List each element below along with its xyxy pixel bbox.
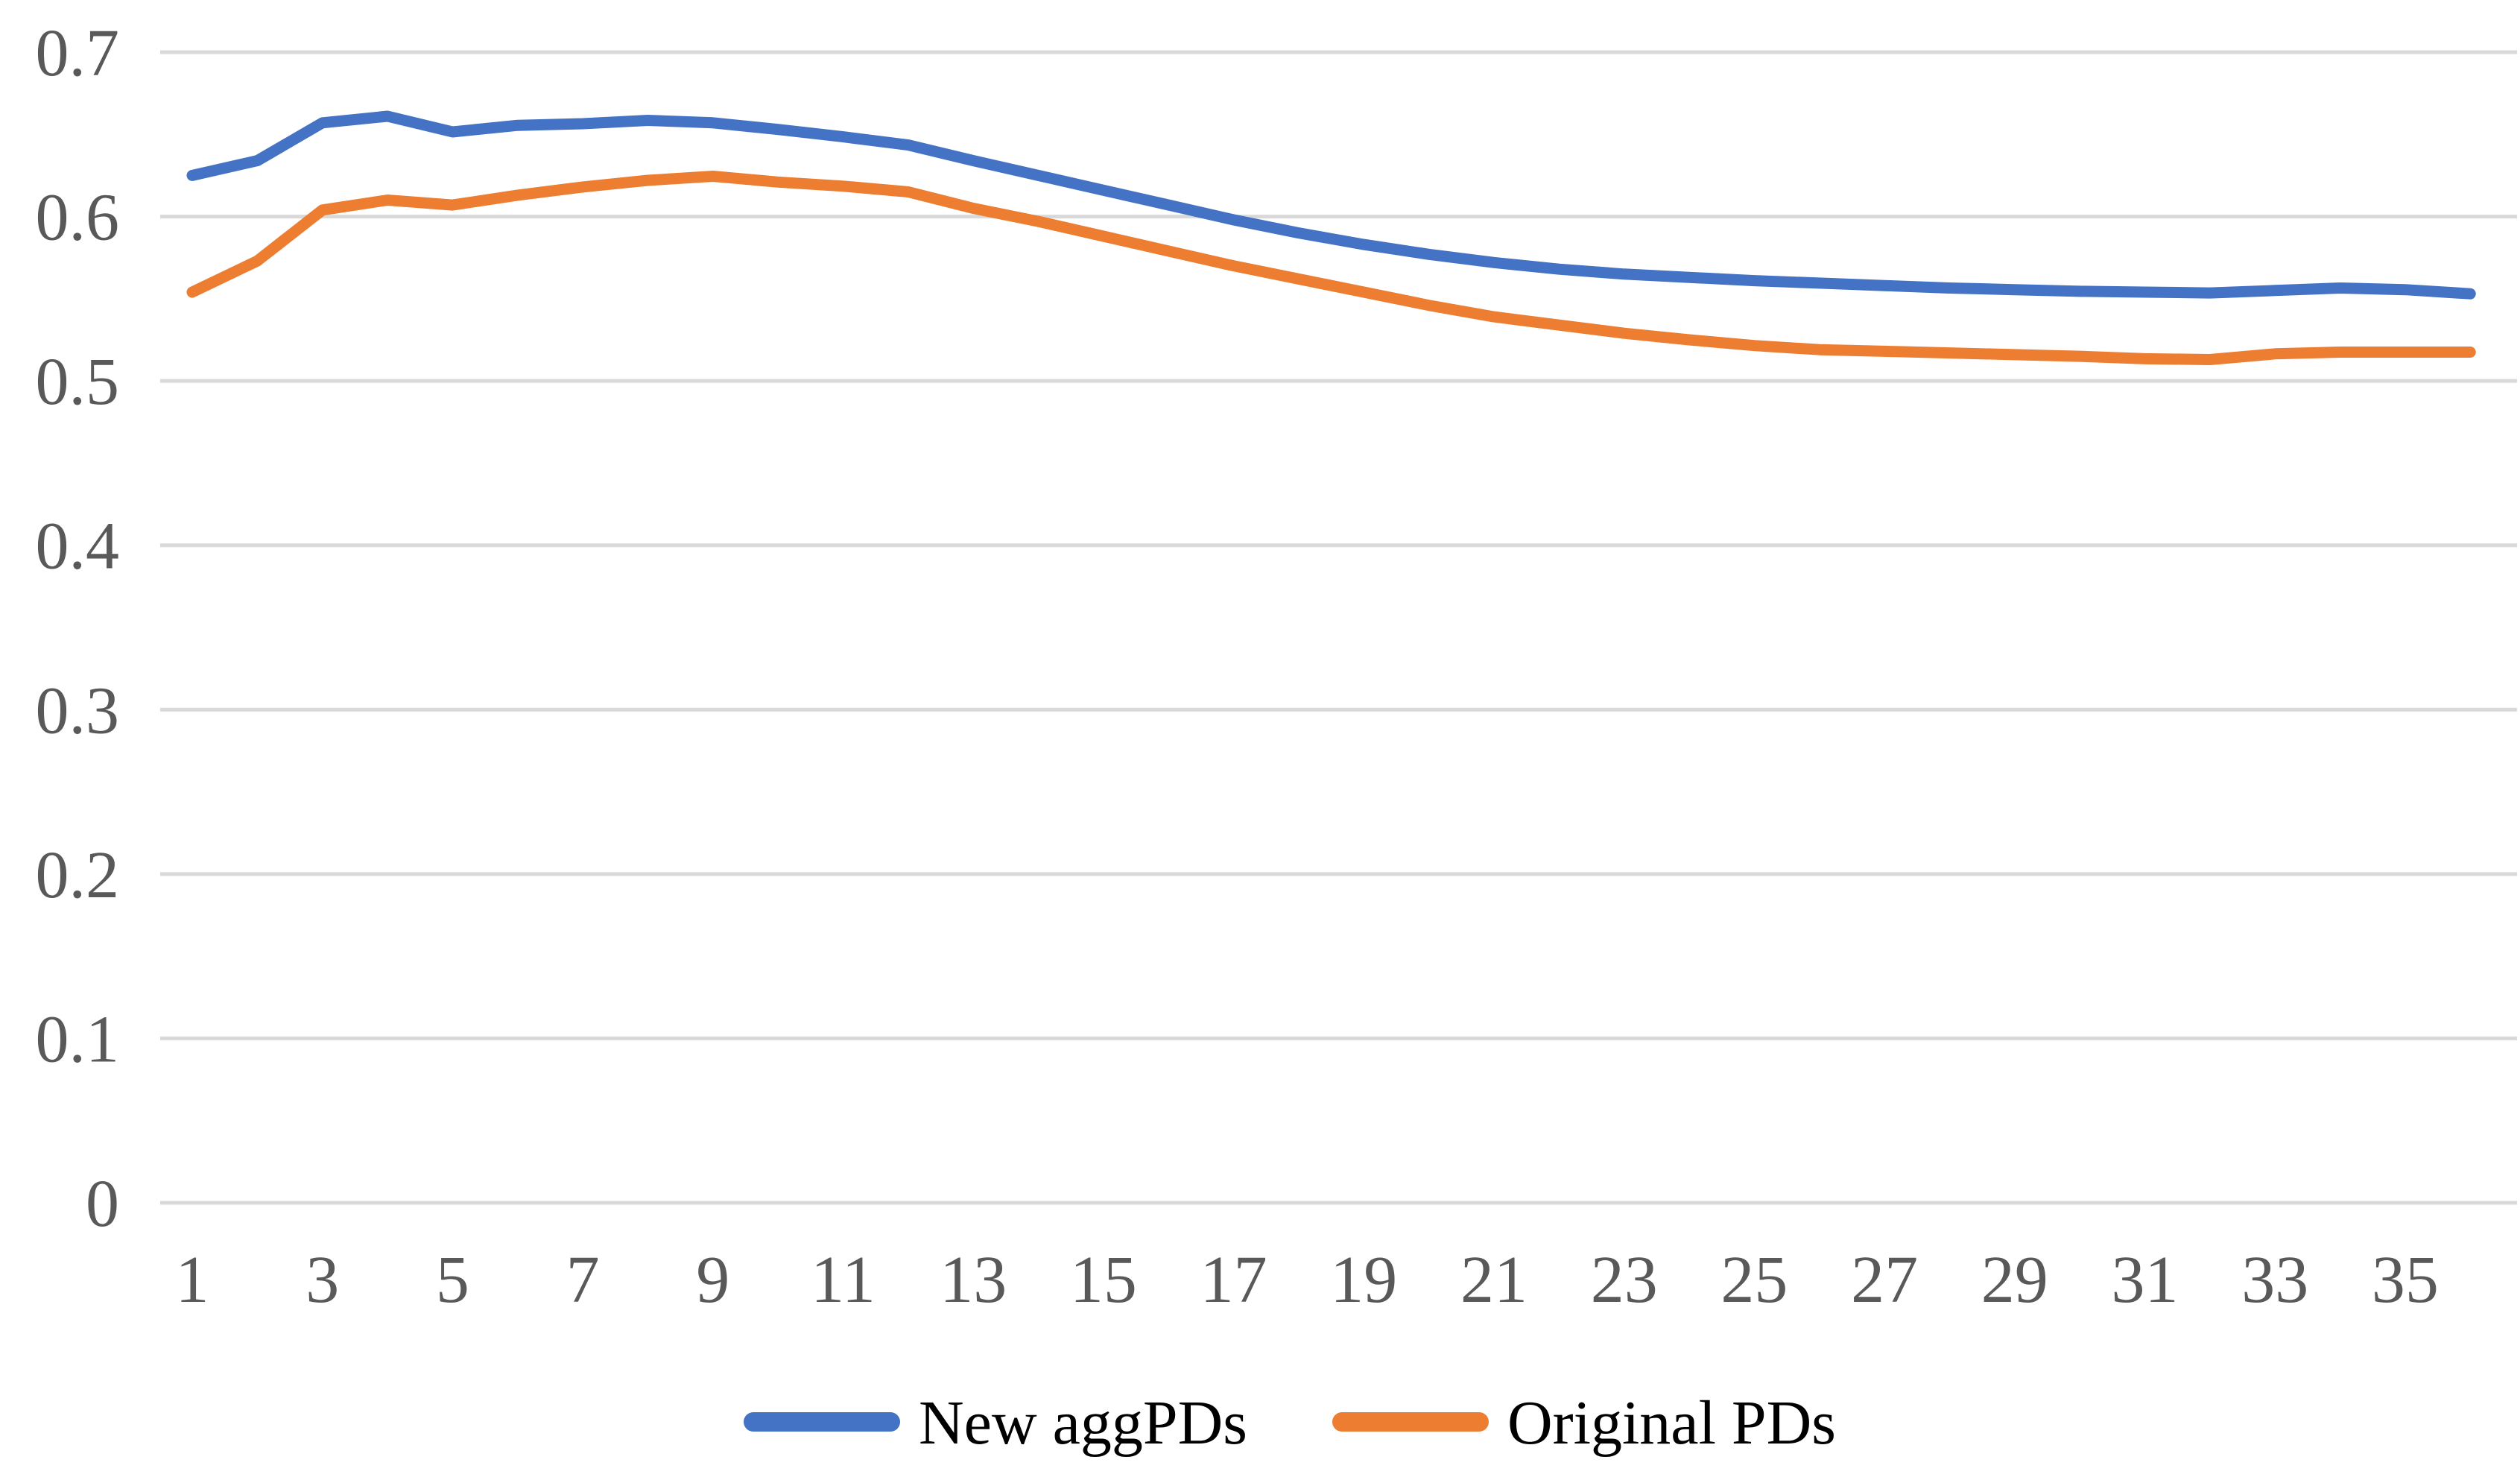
- x-tick-label-33: 33: [2241, 1243, 2308, 1317]
- series-line-new-aggpds: [186, 110, 2476, 300]
- legend-swatch-original-pds: [1332, 1412, 1489, 1432]
- legend-label-new-aggpds: New aggPDs: [919, 1388, 1247, 1458]
- x-tick-label-1: 1: [176, 1243, 209, 1317]
- x-tick-label-9: 9: [696, 1243, 729, 1317]
- x-tick-label-25: 25: [1720, 1243, 1788, 1317]
- x-tick-label-35: 35: [2372, 1243, 2439, 1317]
- x-tick-label-11: 11: [811, 1243, 876, 1317]
- x-tick-label-15: 15: [1070, 1243, 1137, 1317]
- gridlines: [160, 50, 2517, 1205]
- y-tick-label-0.6: 0.6: [36, 181, 120, 255]
- y-axis-tick-labels: 0 0.1 0.2 0.3 0.4 0.5 0.6 0.7: [36, 16, 120, 1241]
- x-tick-label-7: 7: [566, 1243, 600, 1317]
- x-tick-label-3: 3: [305, 1243, 339, 1317]
- y-tick-label-0.5: 0.5: [36, 345, 120, 419]
- legend: New aggPDs Original PDs: [744, 1388, 1836, 1458]
- x-tick-label-31: 31: [2112, 1243, 2179, 1317]
- x-tick-label-21: 21: [1460, 1243, 1527, 1317]
- legend-label-original-pds: Original PDs: [1507, 1388, 1836, 1458]
- x-tick-label-19: 19: [1330, 1243, 1397, 1317]
- y-tick-label-0.1: 0.1: [36, 1002, 120, 1076]
- series-line-original-pds: [186, 171, 2476, 365]
- y-tick-label-0.3: 0.3: [36, 674, 120, 747]
- x-tick-label-23: 23: [1591, 1243, 1658, 1317]
- y-tick-label-0.7: 0.7: [36, 16, 120, 90]
- x-tick-label-5: 5: [436, 1243, 469, 1317]
- y-tick-label-0.4: 0.4: [36, 510, 120, 584]
- x-tick-label-17: 17: [1200, 1243, 1267, 1317]
- y-tick-label-0.2: 0.2: [36, 838, 120, 912]
- x-axis-tick-labels: 1 3 5 7 9 11 13 15 17 19 21 23 25 27 29 31 33 35: [176, 1243, 2439, 1317]
- x-tick-label-13: 13: [940, 1243, 1007, 1317]
- legend-swatch-new-aggpds: [744, 1412, 900, 1432]
- x-tick-label-27: 27: [1851, 1243, 1918, 1317]
- series-lines: [186, 110, 2476, 365]
- y-tick-label-0: 0: [86, 1167, 119, 1241]
- x-tick-label-29: 29: [1981, 1243, 2048, 1317]
